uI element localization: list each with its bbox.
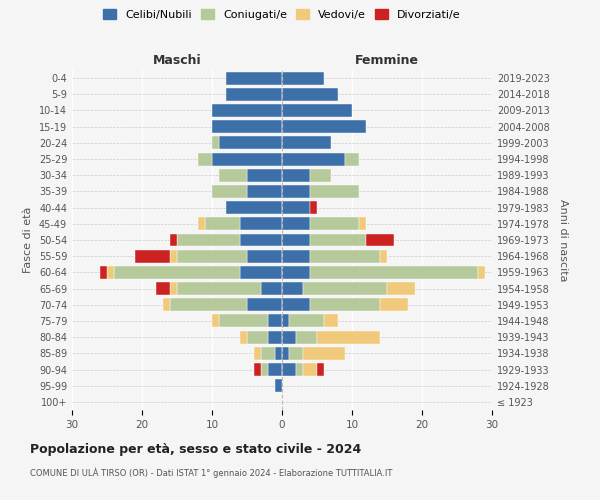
Bar bbox=[282, 250, 310, 262]
Bar bbox=[177, 282, 261, 295]
Bar bbox=[261, 282, 282, 295]
Bar bbox=[212, 314, 219, 328]
Bar bbox=[282, 72, 324, 85]
Bar bbox=[310, 266, 478, 279]
Bar bbox=[296, 330, 317, 344]
Bar bbox=[247, 169, 282, 181]
Bar bbox=[303, 363, 317, 376]
Bar bbox=[282, 347, 289, 360]
Bar bbox=[282, 201, 310, 214]
Bar bbox=[198, 218, 205, 230]
Bar bbox=[226, 201, 282, 214]
Bar bbox=[240, 234, 282, 246]
Bar bbox=[177, 234, 240, 246]
Bar bbox=[240, 330, 247, 344]
Text: Femmine: Femmine bbox=[355, 54, 419, 67]
Bar bbox=[212, 136, 219, 149]
Bar bbox=[289, 347, 303, 360]
Bar bbox=[170, 250, 177, 262]
Bar bbox=[268, 363, 282, 376]
Bar bbox=[163, 298, 170, 311]
Bar bbox=[247, 330, 268, 344]
Bar bbox=[247, 298, 282, 311]
Bar bbox=[310, 298, 380, 311]
Bar bbox=[170, 298, 247, 311]
Bar bbox=[282, 120, 366, 133]
Bar bbox=[177, 250, 247, 262]
Bar bbox=[310, 218, 359, 230]
Bar bbox=[282, 136, 331, 149]
Bar bbox=[114, 266, 240, 279]
Bar bbox=[275, 379, 282, 392]
Bar bbox=[254, 347, 261, 360]
Text: COMUNE DI ULÀ TIRSO (OR) - Dati ISTAT 1° gennaio 2024 - Elaborazione TUTTITALIA.: COMUNE DI ULÀ TIRSO (OR) - Dati ISTAT 1°… bbox=[30, 468, 392, 478]
Text: Maschi: Maschi bbox=[152, 54, 202, 67]
Bar bbox=[219, 314, 268, 328]
Bar bbox=[359, 218, 366, 230]
Bar bbox=[254, 363, 261, 376]
Bar bbox=[240, 266, 282, 279]
Bar bbox=[282, 104, 352, 117]
Bar bbox=[107, 266, 114, 279]
Bar bbox=[303, 282, 387, 295]
Bar bbox=[282, 314, 289, 328]
Bar bbox=[282, 152, 345, 166]
Bar bbox=[303, 347, 345, 360]
Bar bbox=[310, 169, 331, 181]
Bar bbox=[219, 169, 247, 181]
Bar bbox=[380, 250, 387, 262]
Bar bbox=[240, 218, 282, 230]
Bar bbox=[310, 250, 380, 262]
Bar bbox=[282, 266, 310, 279]
Bar bbox=[212, 185, 247, 198]
Bar bbox=[282, 169, 310, 181]
Bar bbox=[268, 314, 282, 328]
Bar bbox=[282, 218, 310, 230]
Bar bbox=[282, 282, 303, 295]
Bar bbox=[296, 363, 303, 376]
Legend: Celibi/Nubili, Coniugati/e, Vedovi/e, Divorziati/e: Celibi/Nubili, Coniugati/e, Vedovi/e, Di… bbox=[99, 5, 465, 24]
Bar bbox=[247, 185, 282, 198]
Bar bbox=[345, 152, 359, 166]
Bar bbox=[212, 120, 282, 133]
Bar bbox=[310, 234, 366, 246]
Bar bbox=[317, 330, 380, 344]
Bar bbox=[289, 314, 324, 328]
Y-axis label: Fasce di età: Fasce di età bbox=[23, 207, 33, 273]
Bar bbox=[310, 201, 317, 214]
Bar bbox=[198, 152, 212, 166]
Bar bbox=[282, 234, 310, 246]
Bar bbox=[261, 347, 275, 360]
Bar bbox=[212, 152, 282, 166]
Bar bbox=[247, 250, 282, 262]
Bar bbox=[170, 234, 177, 246]
Bar bbox=[282, 298, 310, 311]
Bar bbox=[268, 330, 282, 344]
Bar bbox=[219, 136, 282, 149]
Bar bbox=[310, 185, 359, 198]
Bar bbox=[170, 282, 177, 295]
Bar bbox=[387, 282, 415, 295]
Bar bbox=[226, 88, 282, 101]
Bar bbox=[261, 363, 268, 376]
Bar bbox=[135, 250, 170, 262]
Bar bbox=[275, 347, 282, 360]
Bar bbox=[478, 266, 485, 279]
Bar bbox=[212, 104, 282, 117]
Bar bbox=[226, 72, 282, 85]
Bar bbox=[205, 218, 240, 230]
Y-axis label: Anni di nascita: Anni di nascita bbox=[558, 198, 568, 281]
Text: Popolazione per età, sesso e stato civile - 2024: Popolazione per età, sesso e stato civil… bbox=[30, 442, 361, 456]
Bar bbox=[282, 363, 296, 376]
Bar bbox=[282, 88, 338, 101]
Bar bbox=[324, 314, 338, 328]
Bar bbox=[366, 234, 394, 246]
Bar bbox=[317, 363, 324, 376]
Bar bbox=[282, 330, 296, 344]
Bar bbox=[100, 266, 107, 279]
Bar bbox=[380, 298, 408, 311]
Bar bbox=[156, 282, 170, 295]
Bar bbox=[282, 185, 310, 198]
